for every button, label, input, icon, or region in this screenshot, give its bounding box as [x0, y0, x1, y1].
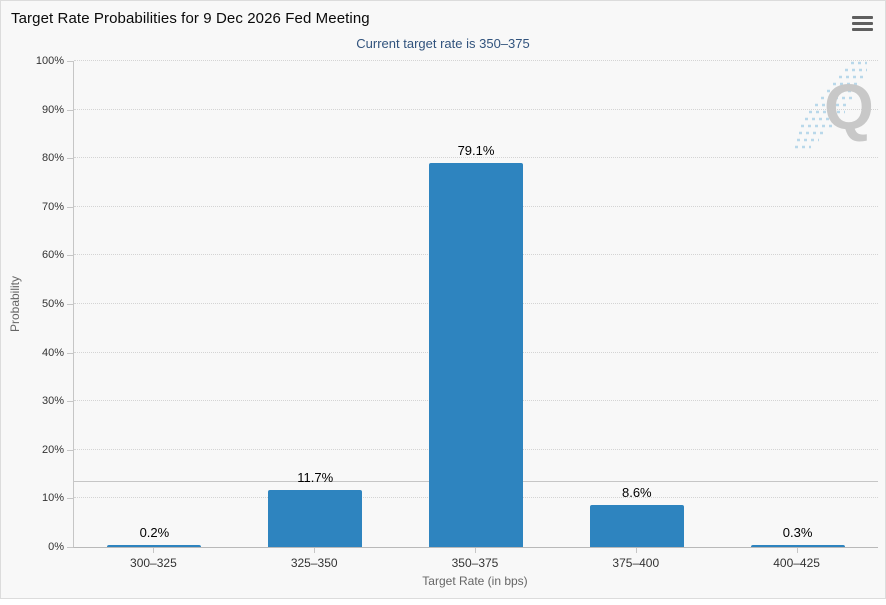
y-axis-tick	[67, 206, 73, 208]
y-axis-label: 60%	[41, 249, 64, 262]
bar-375-400[interactable]	[589, 505, 684, 547]
y-axis-label: 80%	[41, 152, 64, 165]
hamburger-icon	[852, 28, 873, 31]
bar-value-label: 0.3%	[782, 525, 813, 540]
y-axis-label: 70%	[41, 200, 64, 213]
bar-value-label: 0.2%	[139, 525, 170, 540]
x-axis-category-label: 350–375	[451, 556, 499, 570]
y-axis-tick	[67, 547, 73, 548]
y-axis-tick	[67, 61, 73, 62]
y-axis-label: 50%	[41, 298, 64, 310]
x-axis-category-label: 400–425	[773, 556, 820, 570]
chart-subtitle: Current target rate is 350–375	[356, 36, 530, 51]
bar-325-350[interactable]	[268, 490, 363, 547]
y-axis-label: 30%	[41, 395, 64, 408]
x-axis-category-label: 375–400	[612, 556, 660, 570]
y-axis-label: 20%	[41, 443, 64, 456]
x-axis-tick	[635, 548, 637, 553]
y-axis-label: 10%	[41, 492, 64, 505]
watermark-q-logo: Q	[824, 71, 874, 143]
chart-context-menu-button[interactable]	[852, 16, 873, 31]
y-axis-label: 0%	[48, 541, 64, 553]
x-axis-category-label: 300–325	[130, 556, 177, 570]
chart-title: Target Rate Probabilities for 9 Dec 2026…	[11, 10, 370, 27]
x-axis-category-label: 325–350	[290, 556, 338, 570]
x-axis-tick	[314, 548, 316, 553]
x-axis-title: Target Rate (in bps)	[422, 574, 528, 588]
bar-value-label: 8.6%	[621, 485, 652, 501]
bar-300-325[interactable]	[107, 545, 202, 547]
bar-value-label: 79.1%	[457, 142, 495, 158]
bar-350-375[interactable]	[429, 162, 523, 547]
y-axis-tick	[67, 304, 73, 305]
watermark-swoosh-icon	[795, 61, 867, 149]
y-axis-tick	[67, 352, 73, 354]
y-axis-tick	[67, 449, 73, 451]
y-axis-tick	[67, 158, 73, 160]
y-axis-label: 90%	[41, 103, 64, 116]
bar-value-label: 11.7%	[297, 470, 334, 486]
y-axis-label: 100%	[35, 55, 64, 67]
x-axis-tick	[153, 548, 155, 553]
y-axis-tick	[67, 401, 73, 403]
y-axis-tick	[67, 498, 73, 500]
bar-400-425[interactable]	[750, 545, 845, 547]
gridline-80	[74, 157, 878, 159]
y-axis-tick	[67, 255, 73, 257]
gridline-100	[74, 60, 878, 61]
x-axis-tick	[796, 548, 798, 553]
hamburger-icon	[852, 16, 873, 19]
gridline-90	[74, 108, 878, 110]
hamburger-icon	[852, 22, 873, 25]
y-axis-label: 40%	[41, 346, 64, 359]
x-axis-tick	[475, 548, 476, 553]
y-axis-tick	[67, 109, 73, 111]
plot-area: Q 0.2% 11.7% 79.1% 8.6% 0.3%	[73, 60, 878, 548]
